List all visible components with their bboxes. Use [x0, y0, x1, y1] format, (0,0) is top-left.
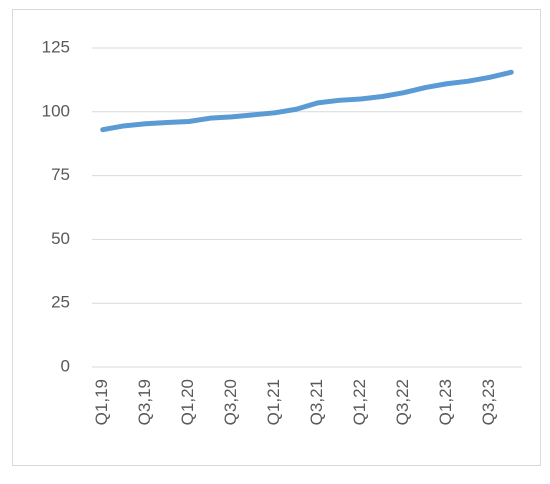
x-tick-label: Q1,19 — [92, 379, 111, 425]
x-tick-label: Q3,21 — [307, 379, 326, 425]
y-tick-label: 125 — [42, 37, 70, 56]
x-tick-label: Q1,20 — [178, 379, 197, 425]
y-tick-label: 0 — [61, 356, 70, 375]
x-tick-label: Q1,23 — [436, 379, 455, 425]
x-tick-label: Q3,19 — [135, 379, 154, 425]
data-line — [100, 69, 514, 133]
x-tick-label: Q1,22 — [350, 379, 369, 425]
y-tick-label: 25 — [51, 293, 70, 312]
x-tick-label: Q3,22 — [393, 379, 412, 425]
y-tick-label: 50 — [51, 229, 70, 248]
x-tick-label: Q3,20 — [221, 379, 240, 425]
y-tick-label: 100 — [42, 101, 70, 120]
x-tick-label: Q1,21 — [264, 379, 283, 425]
x-tick-label: Q3,23 — [479, 379, 498, 425]
y-tick-label: 75 — [51, 165, 70, 184]
